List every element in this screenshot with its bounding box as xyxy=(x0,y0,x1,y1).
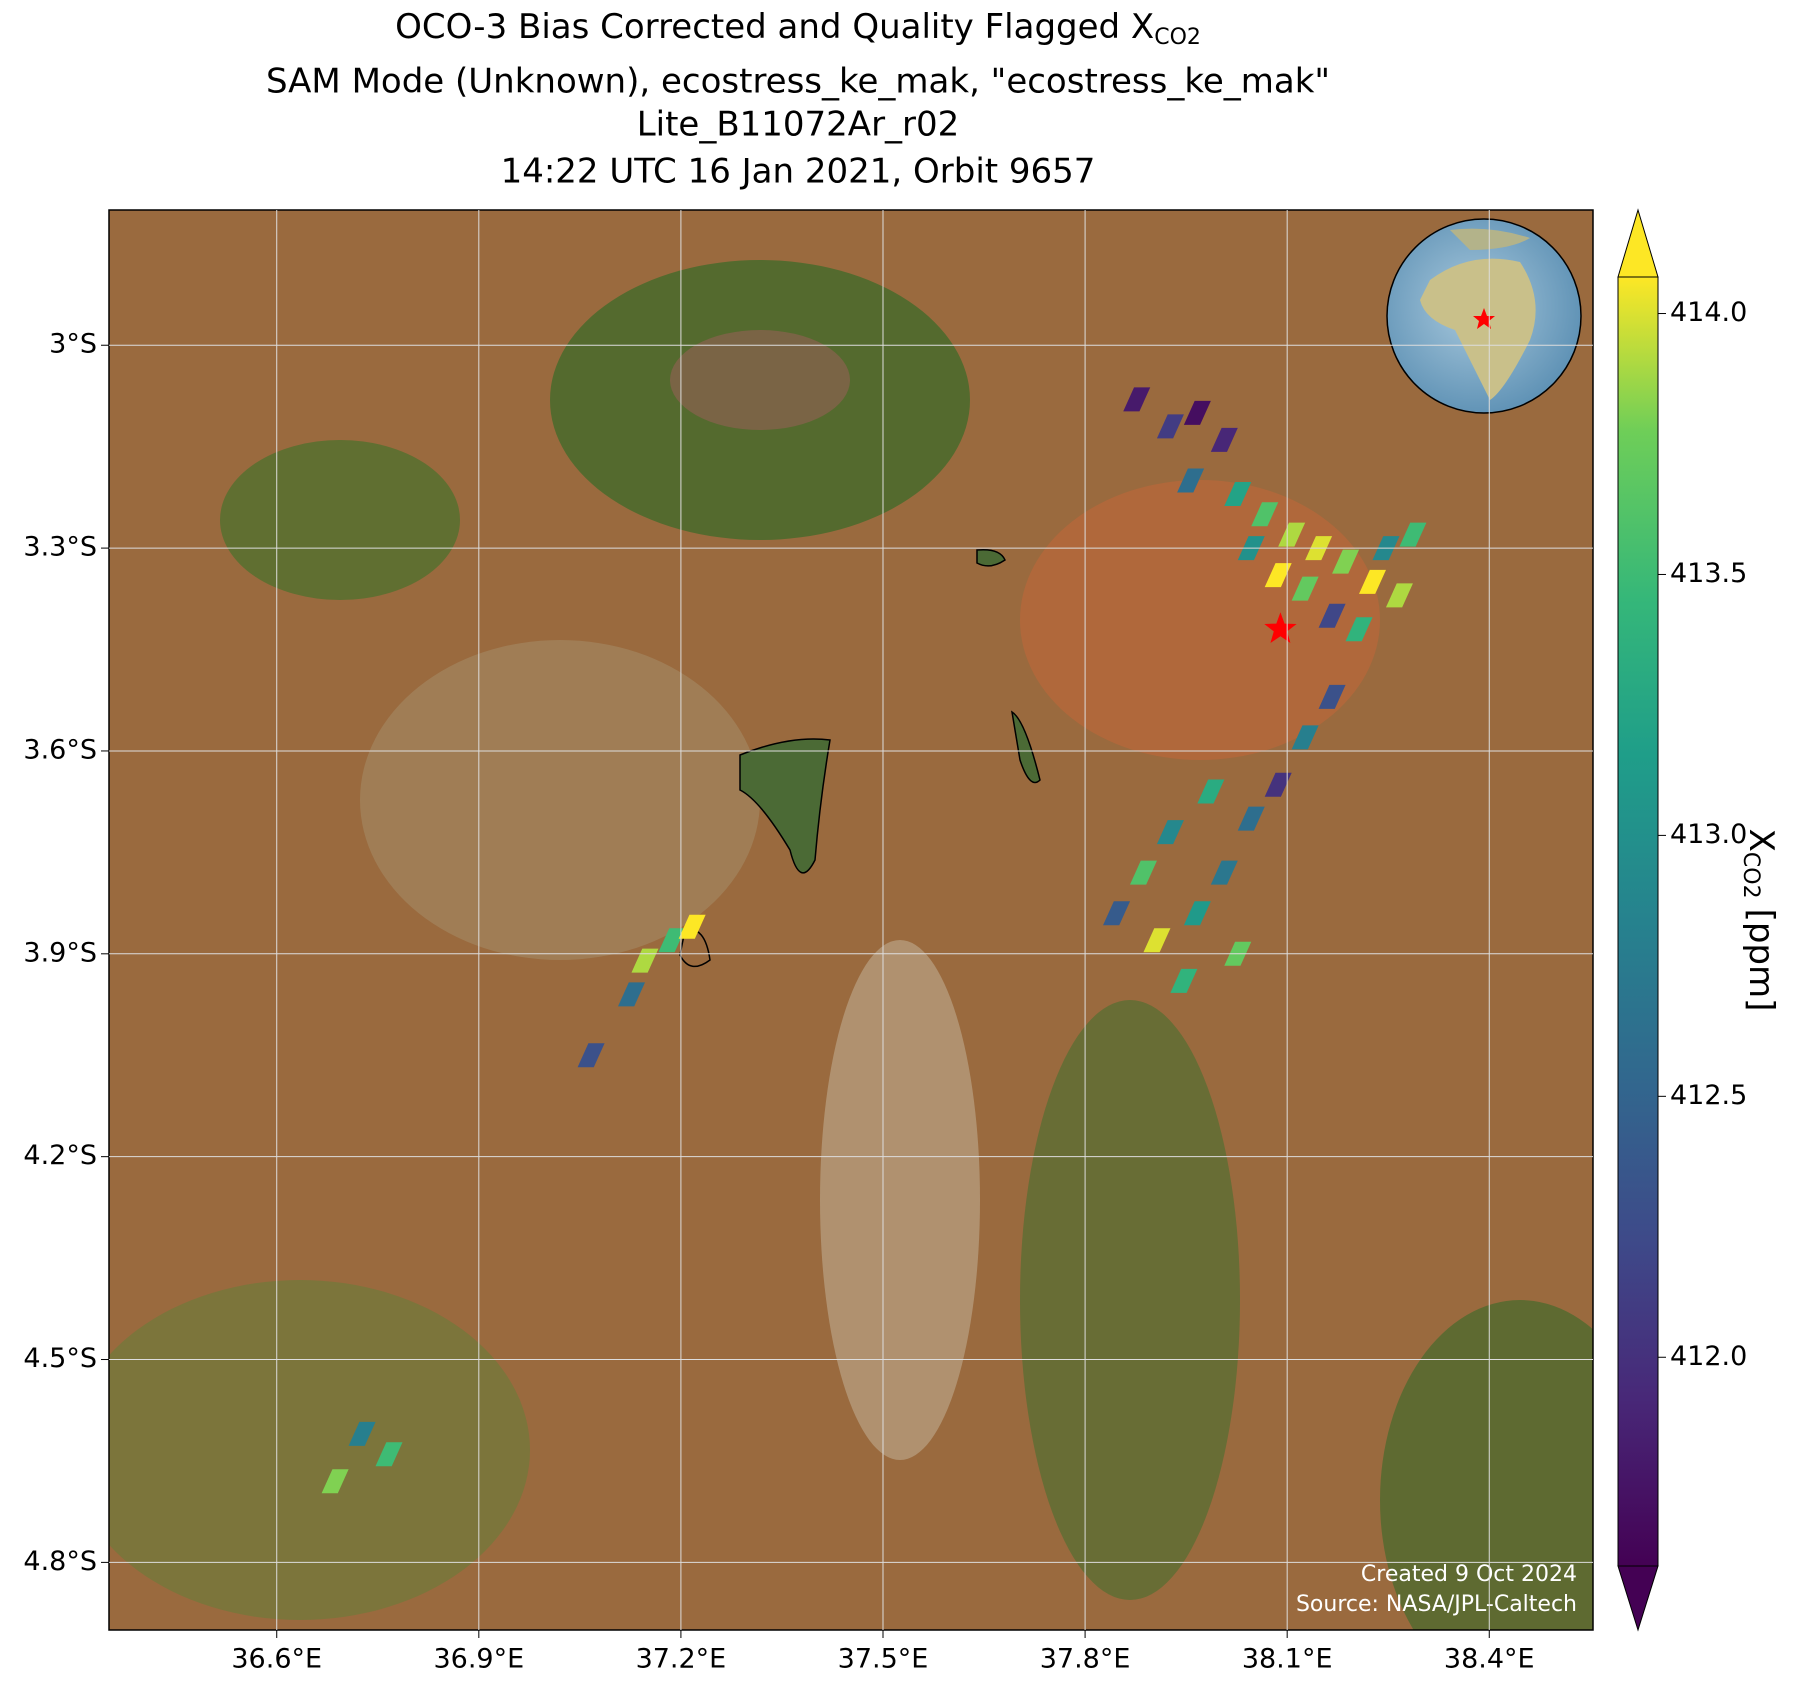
sounding xyxy=(1345,617,1373,642)
inset-globe xyxy=(1386,218,1582,414)
sounding xyxy=(631,948,659,973)
sounding xyxy=(1197,779,1225,804)
footer-text: Created 9 Oct 2024 xyxy=(1361,1562,1577,1587)
sounding xyxy=(1123,387,1151,412)
sounding xyxy=(1291,725,1319,750)
colorbar-tick-label: 412.5 xyxy=(1670,1080,1747,1111)
sounding xyxy=(1103,901,1131,926)
footer-text: Source: NASA/JPL-Caltech xyxy=(1296,1592,1577,1617)
colorbar xyxy=(1618,277,1658,1566)
x-tick-label: 36.6°E xyxy=(231,1644,322,1675)
title-line: OCO-3 Bias Corrected and Quality Flagged… xyxy=(395,7,1201,51)
sounding xyxy=(1143,928,1171,953)
x-tick-label: 37.5°E xyxy=(838,1644,929,1675)
x-tick-label: 36.9°E xyxy=(433,1644,524,1675)
basemap xyxy=(109,210,1593,1630)
sounding xyxy=(1156,414,1184,439)
y-tick-label: 3.6°S xyxy=(23,734,97,765)
sounding xyxy=(1332,549,1360,574)
sounding xyxy=(1359,569,1387,594)
sounding xyxy=(1210,427,1238,452)
colorbar-label-subscript: CO2 xyxy=(1738,852,1763,899)
sounding xyxy=(1183,400,1211,425)
colorbar-tick-label: 414.0 xyxy=(1670,297,1747,328)
sounding xyxy=(321,1469,349,1494)
colorbar-tick-label: 412.0 xyxy=(1670,1341,1747,1372)
sounding xyxy=(1210,860,1238,885)
sounding xyxy=(1264,563,1292,588)
y-tick-label: 4.8°S xyxy=(23,1546,97,1577)
soundings xyxy=(321,387,1427,1494)
title-line: Lite_B11072Ar_r02 xyxy=(637,105,960,145)
title-subscript: CO2 xyxy=(1154,25,1201,50)
sounding xyxy=(1385,583,1413,608)
sounding xyxy=(1399,522,1427,547)
x-tick-label: 38.4°E xyxy=(1444,1644,1535,1675)
sounding xyxy=(1170,968,1198,993)
x-tick-label: 37.2°E xyxy=(636,1644,727,1675)
sounding xyxy=(658,928,686,953)
sounding xyxy=(1129,860,1157,885)
colorbar-tick-label: 413.5 xyxy=(1670,558,1747,589)
sounding xyxy=(1237,806,1265,831)
title-text: OCO-3 Bias Corrected and Quality Flagged… xyxy=(395,7,1154,47)
y-tick-label: 4.5°S xyxy=(23,1343,97,1374)
sounding xyxy=(1224,482,1252,506)
y-tick-label: 3°S xyxy=(49,329,97,360)
colorbar-extend-max xyxy=(1617,208,1659,278)
x-tick-label: 38.1°E xyxy=(1242,1644,1333,1675)
sounding xyxy=(678,914,706,939)
x-tick-label: 37.8°E xyxy=(1040,1644,1131,1675)
sounding xyxy=(1278,522,1306,547)
sounding xyxy=(375,1442,403,1467)
sounding xyxy=(1177,468,1205,493)
sounding xyxy=(348,1421,376,1446)
colorbar-label-text: X xyxy=(1742,829,1782,852)
target-star xyxy=(1264,612,1297,643)
sounding xyxy=(1291,576,1319,601)
colorbar-tick-label: 413.0 xyxy=(1670,819,1747,850)
sounding xyxy=(1251,502,1279,527)
y-tick-label: 4.2°S xyxy=(23,1140,97,1171)
map-frame xyxy=(108,209,1594,1631)
y-tick-label: 3.3°S xyxy=(23,532,97,563)
title-line: SAM Mode (Unknown), ecostress_ke_mak, "e… xyxy=(266,62,1330,102)
sounding xyxy=(1183,901,1211,926)
sounding xyxy=(618,982,646,1007)
colorbar-extend-min xyxy=(1617,1565,1659,1632)
colorbar-unit: [ppm] xyxy=(1742,909,1782,1012)
sounding xyxy=(1264,772,1292,797)
title-line: 14:22 UTC 16 Jan 2021, Orbit 9657 xyxy=(501,152,1096,192)
colorbar-frame xyxy=(1617,276,1659,1567)
sounding xyxy=(1156,820,1184,845)
y-tick-label: 3.9°S xyxy=(23,937,97,968)
sounding xyxy=(577,1043,605,1068)
sounding xyxy=(1318,684,1346,709)
colorbar-label: XCO2 [ppm] xyxy=(1738,829,1782,1012)
sounding xyxy=(1318,603,1346,628)
